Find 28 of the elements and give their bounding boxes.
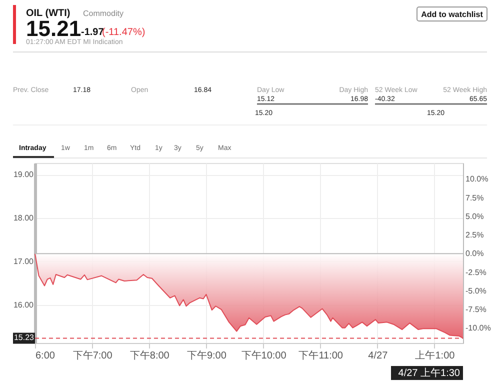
text: -1.97 <box>81 27 104 38</box>
y2-tick-label: -5.0% <box>466 286 486 296</box>
x-tick-label: 上午1:00 <box>415 350 456 362</box>
x-tick-label: 下午7:00 <box>72 350 113 362</box>
y-tick-label: 19.00 <box>13 170 34 180</box>
annotation: 4/27 上午1:30 <box>398 367 460 380</box>
y2-tick-label: 0.0% <box>466 249 484 258</box>
ref-line-label: 15.23 <box>14 333 35 342</box>
x-tick-label: 4/27 <box>368 350 388 362</box>
text: Add to watchlist <box>421 10 484 19</box>
chart-subtitle: Commodity <box>83 9 124 18</box>
text: (-11.47%) <box>102 27 146 38</box>
y-tick-label: 17.00 <box>13 256 34 266</box>
x-tick-label: 下午10:00 <box>241 350 287 362</box>
y-tick-label: 18.00 <box>13 214 34 223</box>
y2-tick-label: -10.0% <box>466 324 491 333</box>
x-tick-label: 下午11:00 <box>298 350 344 362</box>
y-tick-label: 16.00 <box>13 300 34 310</box>
y2-tick-label: 2.5% <box>466 230 484 240</box>
y2-tick-label: -7.5% <box>466 304 486 314</box>
y2-tick-label: 5.0% <box>466 212 484 221</box>
y2-tick-label: 7.5% <box>466 193 484 202</box>
chart-title: OIL (WTI) <box>26 8 70 19</box>
x-tick-label: 下午8:00 <box>130 350 170 362</box>
y2-tick-label: -2.5% <box>466 268 486 277</box>
x-tick-label: 6:00 <box>36 350 56 362</box>
x-tick-label: 下午9:00 <box>186 350 227 362</box>
y2-tick-label: 10.0% <box>466 174 488 184</box>
